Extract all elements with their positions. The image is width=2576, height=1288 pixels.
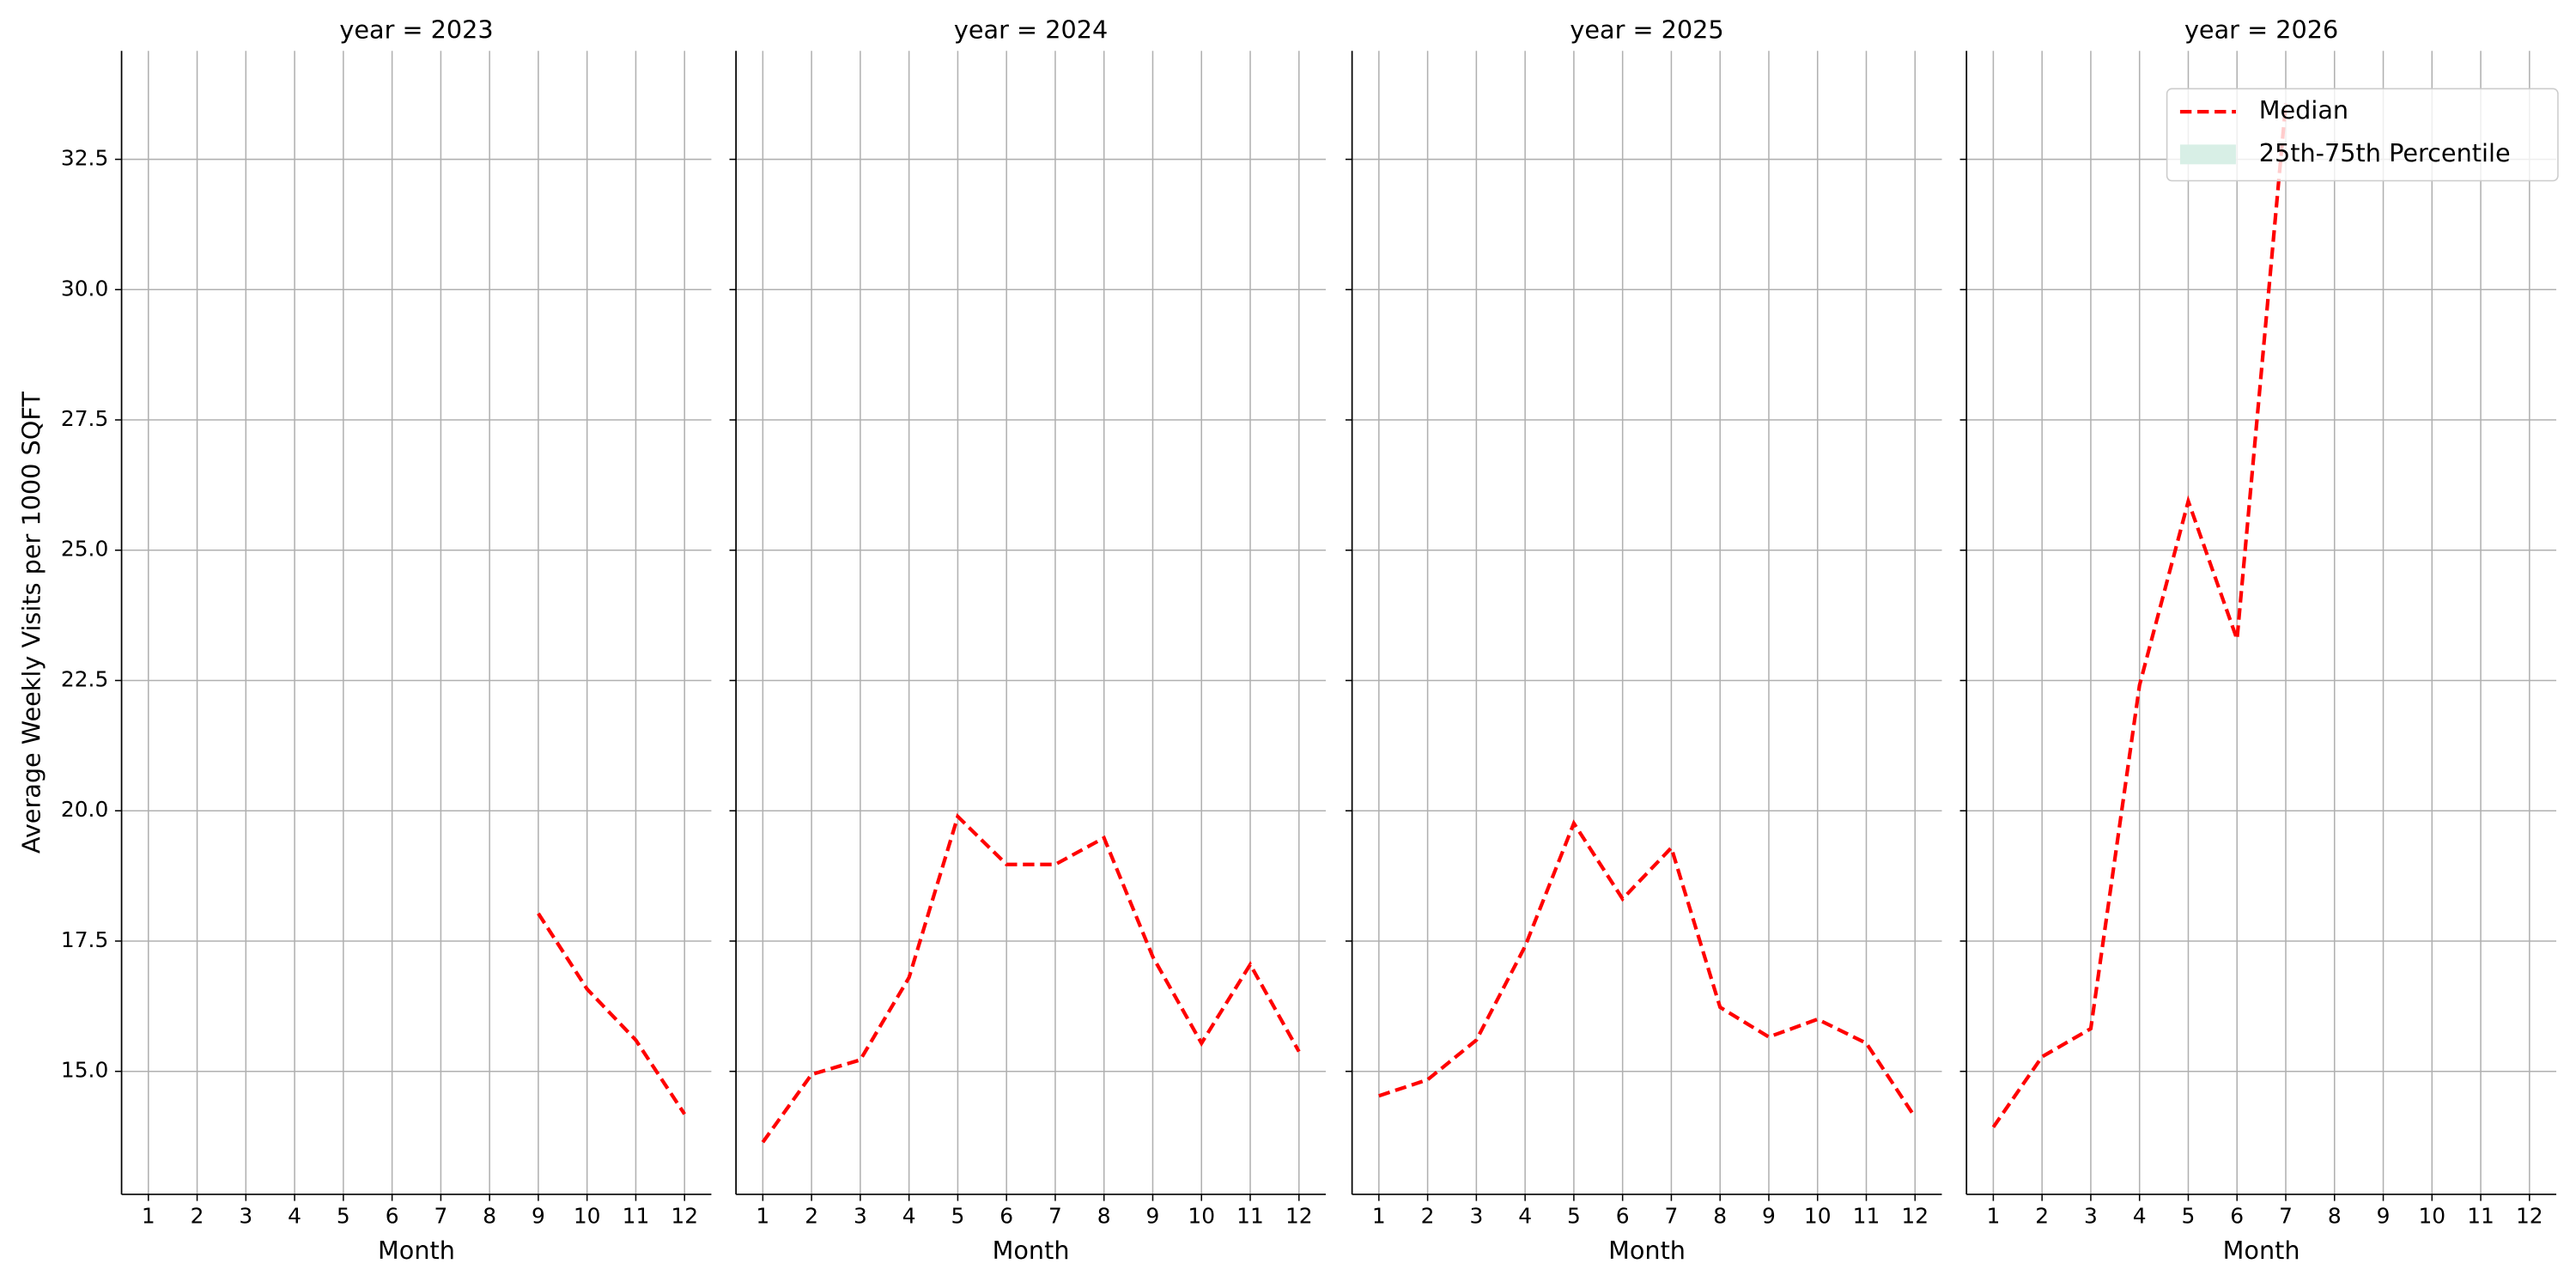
x-tick-label: 10 xyxy=(574,1204,601,1229)
x-axis-label: Month xyxy=(2223,1236,2300,1265)
x-tick-label: 9 xyxy=(1762,1204,1776,1229)
median-line xyxy=(761,812,1301,1144)
x-tick-label: 4 xyxy=(1518,1204,1532,1229)
x-tick-label: 3 xyxy=(2084,1204,2098,1229)
legend-box xyxy=(2166,88,2559,182)
x-tick-label: 9 xyxy=(532,1204,545,1229)
x-tick-label: 12 xyxy=(671,1204,698,1229)
x-tick-label: 8 xyxy=(1097,1204,1111,1229)
legend-label: 25th-75th Percentile xyxy=(2259,138,2511,167)
x-tick-label: 4 xyxy=(902,1204,916,1229)
x-tick-label: 12 xyxy=(1901,1204,1929,1229)
x-tick-label: 8 xyxy=(2328,1204,2342,1229)
x-tick-label: 5 xyxy=(1567,1204,1581,1229)
x-tick-label: 3 xyxy=(239,1204,252,1229)
y-axis-label: Average Weekly Visits per 1000 SQFT xyxy=(16,392,46,854)
x-tick-label: 9 xyxy=(1146,1204,1160,1229)
panel-title: year = 2023 xyxy=(339,15,493,44)
x-tick-label: 5 xyxy=(951,1204,965,1229)
x-tick-label: 9 xyxy=(2377,1204,2391,1229)
panel-title: year = 2026 xyxy=(2184,15,2338,44)
x-tick-label: 12 xyxy=(2516,1204,2543,1229)
legend-patch xyxy=(2179,144,2236,165)
x-tick-label: 3 xyxy=(1469,1204,1483,1229)
x-axis-label: Month xyxy=(1608,1236,1686,1265)
x-tick-label: 7 xyxy=(1665,1204,1679,1229)
x-tick-label: 6 xyxy=(386,1204,399,1229)
x-tick-label: 6 xyxy=(999,1204,1013,1229)
x-tick-label: 2 xyxy=(1421,1204,1435,1229)
y-tick-label: 20.0 xyxy=(61,797,108,822)
x-tick-label: 2 xyxy=(191,1204,204,1229)
x-tick-label: 11 xyxy=(1236,1204,1264,1229)
panel-title: year = 2024 xyxy=(954,15,1108,44)
x-tick-label: 1 xyxy=(756,1204,769,1229)
x-tick-label: 7 xyxy=(434,1204,447,1229)
x-tick-label: 11 xyxy=(1853,1204,1880,1229)
x-tick-label: 1 xyxy=(1986,1204,2000,1229)
x-tick-label: 2 xyxy=(2035,1204,2049,1229)
x-tick-label: 4 xyxy=(288,1204,301,1229)
y-tick-label: 32.5 xyxy=(61,146,108,171)
median-line xyxy=(1991,103,2288,1128)
panel-title: year = 2025 xyxy=(1570,15,1723,44)
x-tick-label: 7 xyxy=(2279,1204,2293,1229)
x-tick-label: 8 xyxy=(1713,1204,1727,1229)
x-tick-label: 12 xyxy=(1285,1204,1313,1229)
x-tick-label: 8 xyxy=(483,1204,496,1229)
x-tick-label: 10 xyxy=(1188,1204,1215,1229)
x-tick-label: 11 xyxy=(623,1204,650,1229)
x-tick-label: 4 xyxy=(2133,1204,2147,1229)
x-tick-label: 6 xyxy=(2230,1204,2244,1229)
y-tick-label: 17.5 xyxy=(61,927,108,952)
x-axis-label: Month xyxy=(378,1236,455,1265)
legend-label: Median xyxy=(2259,95,2348,125)
median-line xyxy=(537,912,686,1115)
x-tick-label: 1 xyxy=(142,1204,155,1229)
x-tick-label: 1 xyxy=(1372,1204,1386,1229)
y-tick-label: 15.0 xyxy=(61,1058,108,1083)
x-tick-label: 2 xyxy=(805,1204,818,1229)
x-tick-label: 11 xyxy=(2467,1204,2494,1229)
y-tick-label: 22.5 xyxy=(61,666,108,691)
x-tick-label: 3 xyxy=(854,1204,867,1229)
x-axis-label: Month xyxy=(993,1236,1070,1265)
median-line xyxy=(1378,819,1917,1119)
y-tick-label: 30.0 xyxy=(61,276,108,301)
x-tick-label: 10 xyxy=(2418,1204,2445,1229)
y-tick-label: 27.5 xyxy=(61,406,108,431)
x-tick-label: 6 xyxy=(1616,1204,1630,1229)
x-tick-label: 7 xyxy=(1048,1204,1062,1229)
y-tick-label: 25.0 xyxy=(61,537,108,562)
x-tick-label: 5 xyxy=(337,1204,350,1229)
x-tick-label: 10 xyxy=(1804,1204,1832,1229)
x-tick-label: 5 xyxy=(2182,1204,2196,1229)
